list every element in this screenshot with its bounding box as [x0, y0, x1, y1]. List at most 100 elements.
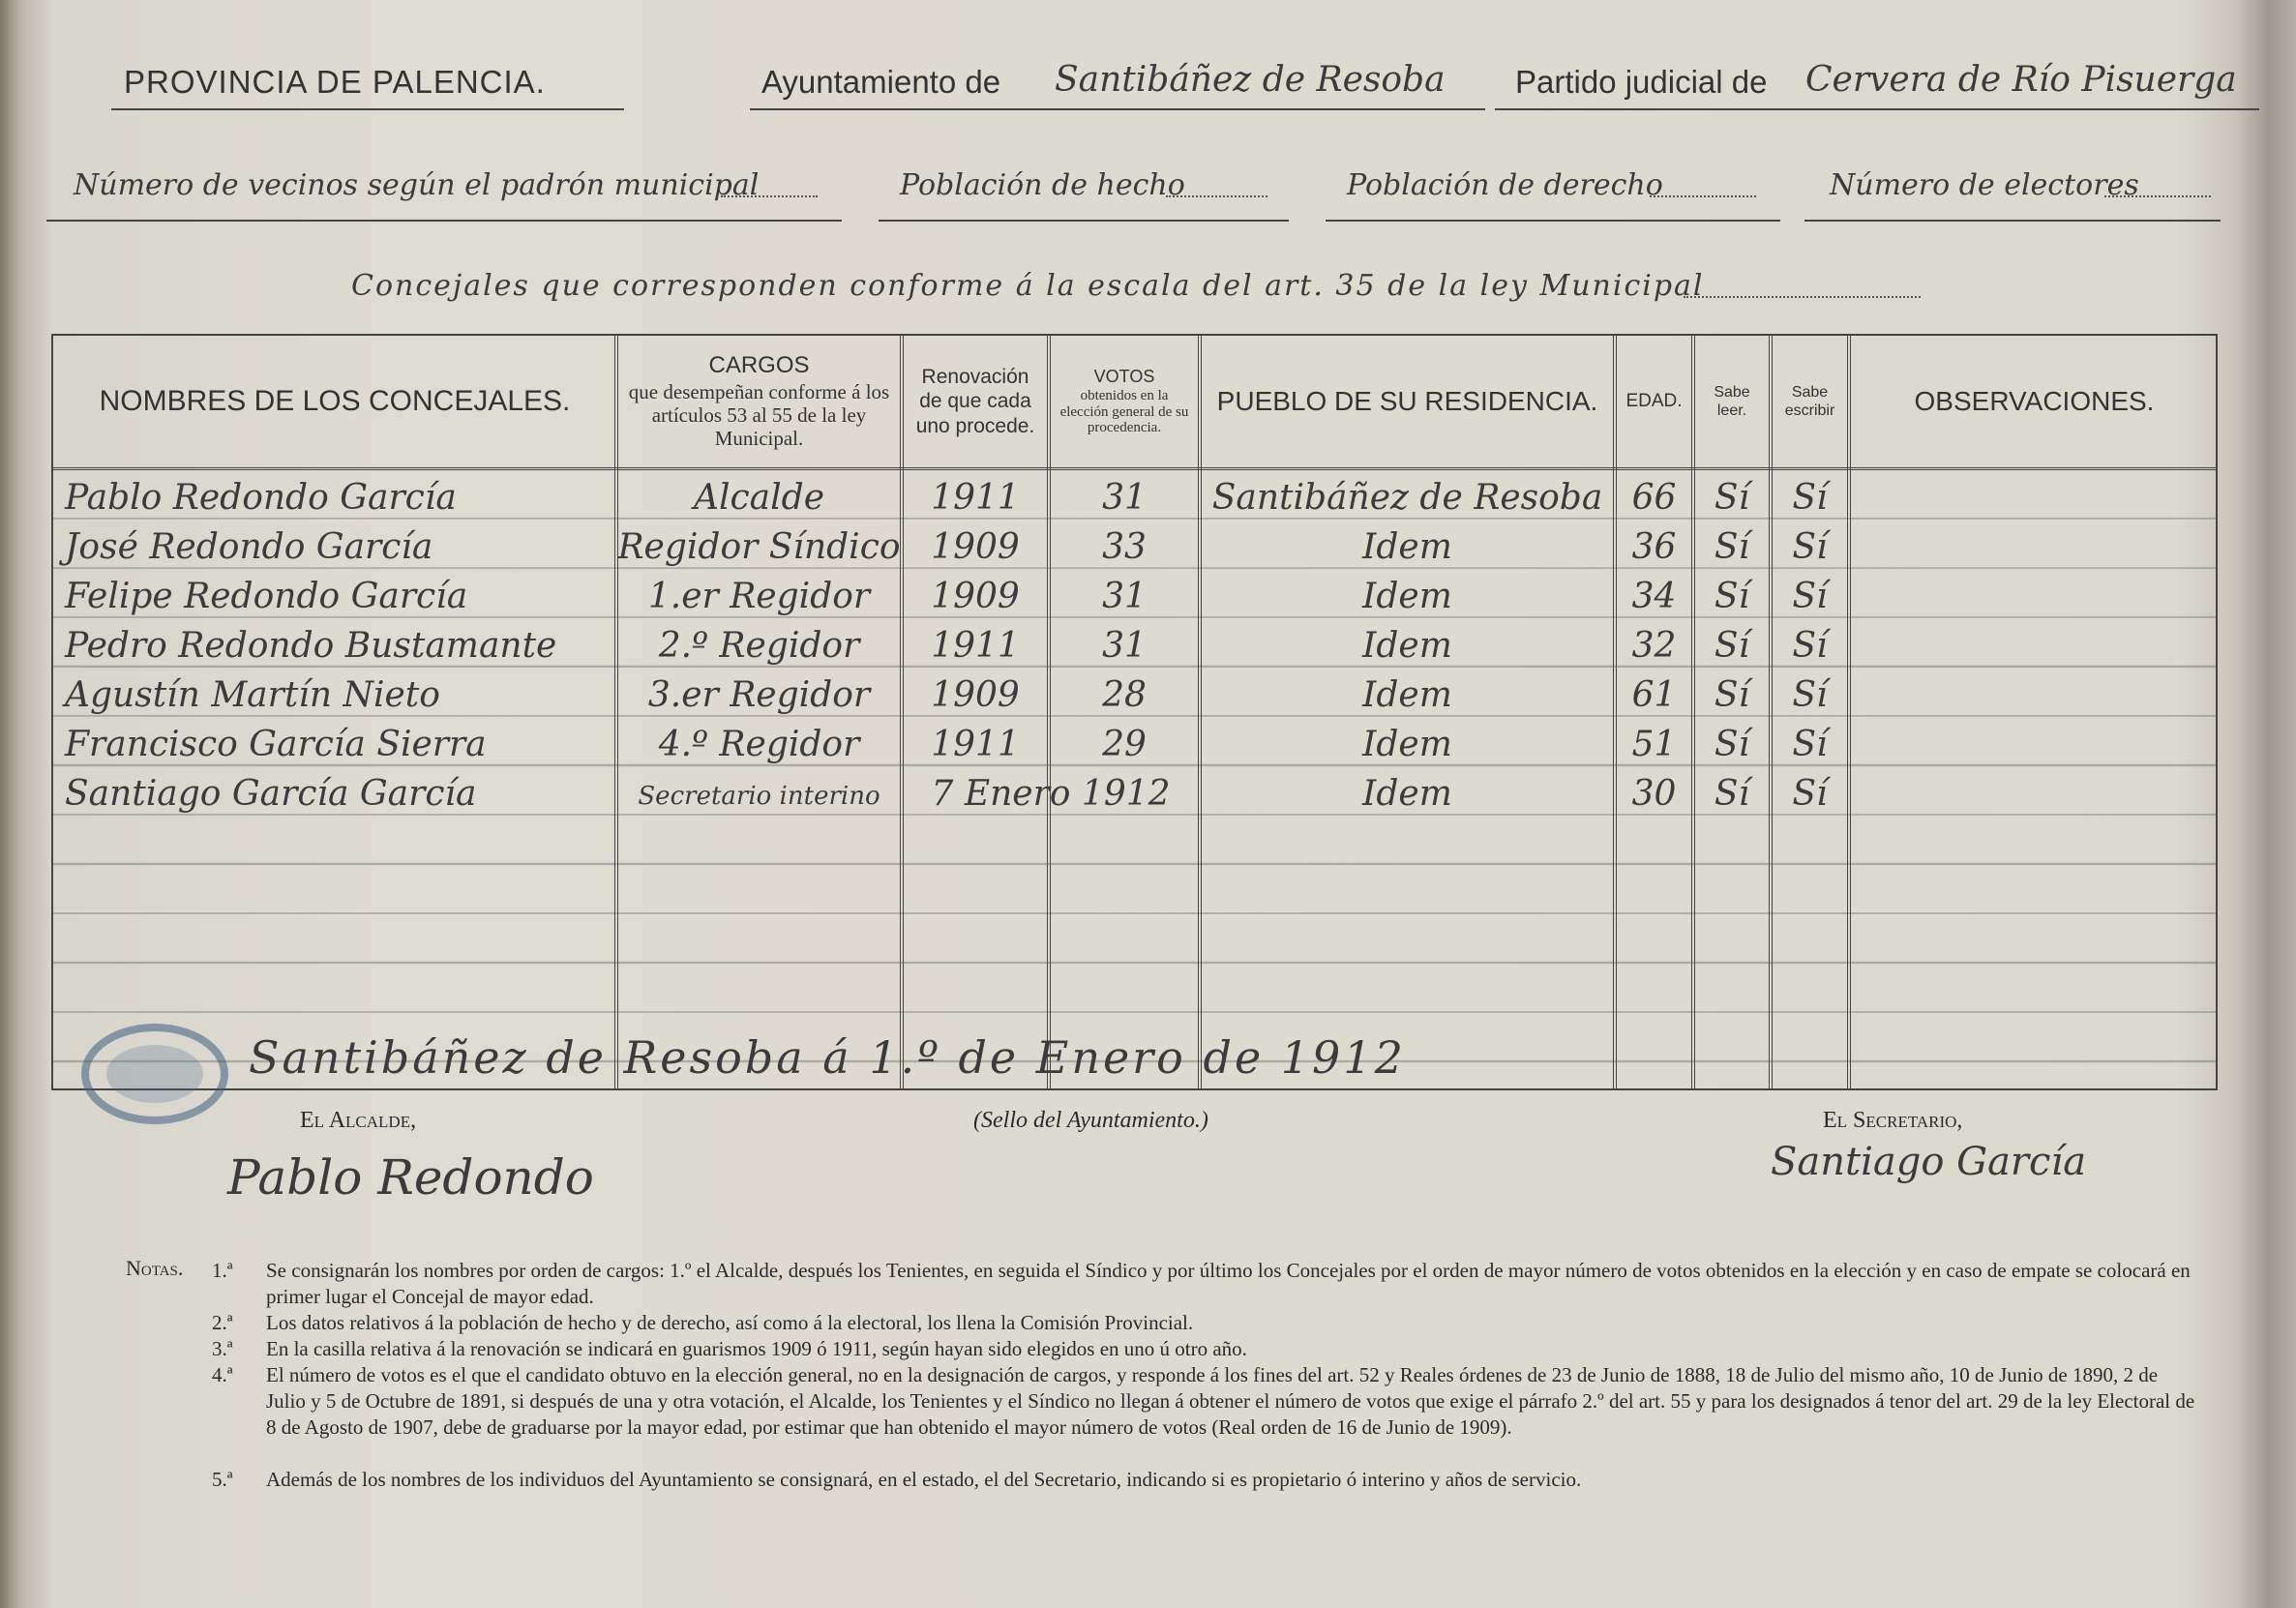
column-rule [1198, 336, 1202, 1088]
column-rule [1613, 336, 1617, 1088]
note-number: 1.ª [212, 1259, 233, 1282]
table-cell: 31 [1102, 626, 1147, 666]
note-item: 4.ª El número de votos es el que el candi… [212, 1362, 2195, 1441]
column-rule [1769, 336, 1773, 1088]
note-text: En la casilla relativa á la renovación s… [266, 1337, 1247, 1360]
header-text: Sabe escribir [1784, 383, 1835, 419]
column-header: OBSERVACIONES. [1849, 336, 2220, 467]
province: PROVINCIA DE PALENCIA. [124, 64, 546, 100]
table-cell: Sí [1714, 527, 1750, 567]
table-cell: 29 [1102, 725, 1147, 764]
table-cell: 28 [1102, 675, 1147, 715]
table-cell: José Redondo García [65, 527, 433, 567]
table-cell: 33 [1102, 527, 1147, 567]
column-header: NOMBRES DE LOS CONCEJALES. [53, 336, 616, 467]
field-label: Población de derecho [1347, 168, 1663, 202]
alcalde-label: El Alcalde, [300, 1108, 417, 1133]
table-cell: Idem [1362, 527, 1452, 567]
table-cell: 34 [1631, 577, 1677, 616]
table-cell: Agustín Martín Nieto [65, 675, 440, 715]
column-header: Sabe escribir [1771, 336, 1849, 467]
field-label: Población de hecho [900, 168, 1185, 202]
table-cell: 1911 [931, 725, 1020, 764]
table-cell: 51 [1631, 725, 1677, 764]
column-rule [900, 336, 904, 1088]
ayuntamiento-label: Ayuntamiento de [761, 64, 1001, 100]
header-text: Sabe leer. [1714, 383, 1750, 419]
column-header: CARGOS que desempeñan conforme á los artí… [616, 336, 902, 467]
table-cell: Sí [1714, 725, 1750, 764]
table-cell: Sí [1714, 478, 1750, 518]
table-cell: 31 [1102, 478, 1147, 518]
header-note: que desempeñan conforme á los artículos … [628, 380, 890, 451]
column-header: EDAD. [1615, 336, 1693, 467]
secretario-signature: Santiago García [1771, 1140, 2087, 1184]
seal-stamp [81, 1024, 228, 1124]
table-cell: Alcalde [694, 478, 824, 518]
table-cell: 1909 [931, 527, 1020, 567]
council-table: Pablo Redondo García Alcalde 1911 31 Santibá… [51, 334, 2218, 1090]
field-label: Número de vecinos según el padrón munici… [74, 168, 760, 202]
header-text: VOTOS [1093, 367, 1155, 387]
alcalde-signature: Pablo Redondo [227, 1149, 594, 1206]
partido-value: Cervera de Río Pisuerga [1805, 60, 2237, 100]
table-cell: Sí [1792, 774, 1828, 814]
seal-label: (Sello del Ayuntamiento.) [973, 1108, 1208, 1133]
table-body: Pablo Redondo García Alcalde 1911 31 Santibá… [53, 467, 2216, 1088]
table-cell: 30 [1631, 774, 1677, 814]
table-cell: Idem [1362, 577, 1452, 616]
ayuntamiento-value: Santibáñez de Resoba [1055, 60, 1446, 100]
table-cell: Sí [1714, 774, 1750, 814]
note-item: 1.ª Se consignarán los nombres por orden … [212, 1258, 2195, 1310]
table-cell: Secretario interino [638, 782, 880, 811]
header-text: NOMBRES DE LOS CONCEJALES. [99, 385, 571, 417]
table-cell: Francisco García Sierra [65, 725, 487, 764]
note-text: Se consignarán los nombres por orden de … [266, 1259, 2191, 1308]
table-cell: Pedro Redondo Bustamante [65, 626, 557, 666]
table-cell: 1911 [931, 478, 1020, 518]
field-label: Número de electores [1830, 168, 2139, 202]
note-number: 4.ª [212, 1363, 233, 1386]
table-cell: Santiago García García [65, 774, 477, 814]
table-cell: Sí [1792, 527, 1828, 567]
table-cell: 4.º Regidor [658, 725, 860, 764]
concejales-line: Concejales que corresponden conforme á l… [351, 269, 1705, 303]
table-cell: 36 [1631, 527, 1677, 567]
table-cell: 3.er Regidor [647, 675, 871, 715]
table-cell: 1909 [931, 675, 1020, 715]
note-number: 3.ª [212, 1337, 233, 1360]
note-item: 3.ª En la casilla relativa á la renovació… [212, 1336, 2195, 1362]
note-item: 5.ª Además de los nombres de los individu… [212, 1467, 2195, 1493]
table-cell: Sí [1714, 577, 1750, 616]
table-cell: Sí [1792, 675, 1828, 715]
header-text: Renovación de que cada uno procede. [915, 366, 1035, 437]
table-cell: Sí [1714, 626, 1750, 666]
table-cell: 1.er Regidor [647, 577, 871, 616]
place-date: Santibáñez de Resoba á 1.º de Enero de 1… [249, 1031, 1406, 1084]
table-cell: Idem [1362, 626, 1452, 666]
partido-label: Partido judicial de [1515, 64, 1768, 100]
column-rule [1047, 336, 1051, 1088]
column-header: Sabe leer. [1693, 336, 1771, 467]
header-text: OBSERVACIONES. [1914, 386, 2155, 417]
header-text: CARGOS [708, 352, 810, 379]
table-cell: Sí [1792, 577, 1828, 616]
table-cell: 7 Enero 1912 [931, 774, 1171, 814]
column-header: VOTOS obtenidos en la elección general de… [1049, 336, 1200, 467]
header-note: obtenidos en la elección general de su p… [1059, 388, 1189, 436]
note-item: 2.ª Los datos relativos á la población de… [212, 1310, 2195, 1336]
table-cell: Pablo Redondo García [65, 478, 457, 518]
table-cell: Sí [1714, 675, 1750, 715]
column-rule [1691, 336, 1695, 1088]
table-cell: Santibáñez de Resoba [1211, 478, 1603, 518]
table-cell: Idem [1362, 725, 1452, 764]
column-header: PUEBLO DE SU RESIDENCIA. [1200, 336, 1615, 467]
table-cell: 1911 [931, 626, 1020, 666]
note-text: El número de votos es el que el candidat… [266, 1363, 2195, 1439]
table-cell: Sí [1792, 725, 1828, 764]
header-text: PUEBLO DE SU RESIDENCIA. [1216, 386, 1598, 417]
table-cell: 2.º Regidor [658, 626, 860, 666]
note-number: 2.ª [212, 1311, 233, 1334]
table-cell: Sí [1792, 626, 1828, 666]
